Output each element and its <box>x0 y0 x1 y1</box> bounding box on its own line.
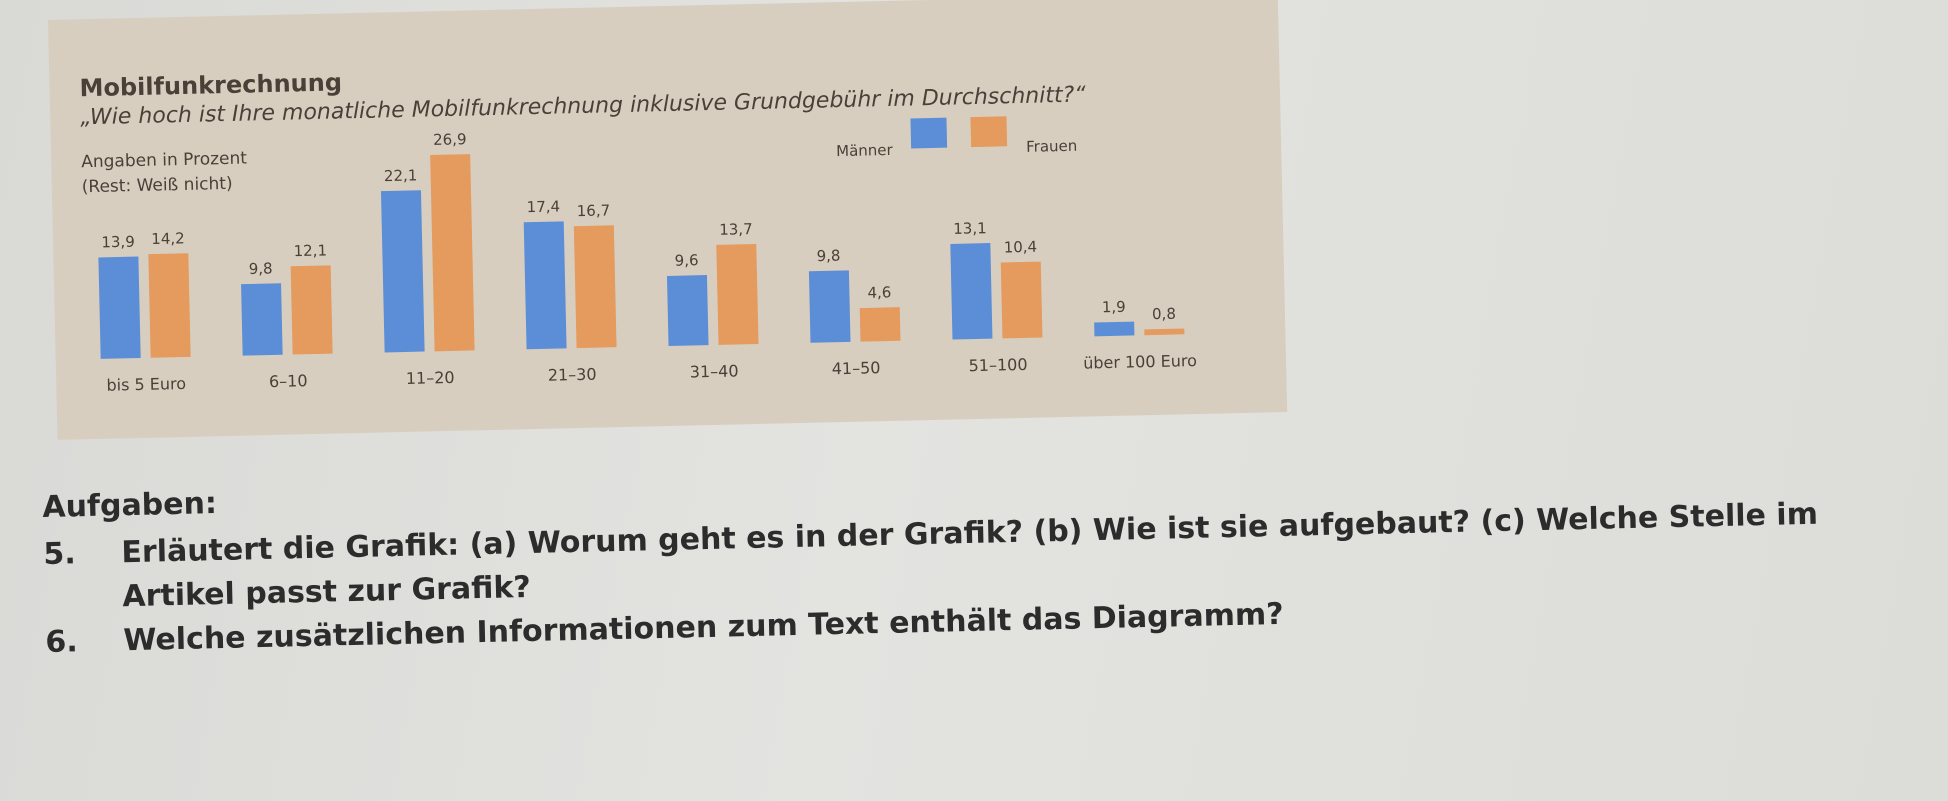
bar-frauen-21-30 <box>573 225 617 349</box>
category-label-6-10: 6–10 <box>269 371 308 391</box>
value-label-maenner-6-10: 9,8 <box>249 259 273 278</box>
tasks-section: Aufgaben: 5. Erläutert die Grafik: (a) W… <box>42 449 1873 665</box>
value-label-maenner-21-30: 17,4 <box>526 197 560 216</box>
bar-maenner-6-10 <box>241 283 283 356</box>
value-label-maenner-bis-5: 13,9 <box>101 233 135 252</box>
category-label-11-20: 11–20 <box>406 368 455 388</box>
value-label-maenner-11-20: 22,1 <box>384 166 418 185</box>
bar-frauen-ueber-100 <box>1144 328 1185 336</box>
bar-maenner-21-30 <box>523 221 567 350</box>
value-label-frauen-41-50: 4,6 <box>867 283 891 302</box>
bar-maenner-41-50 <box>808 270 851 343</box>
bar-maenner-11-20 <box>380 190 425 353</box>
value-label-maenner-ueber-100: 1,9 <box>1102 298 1126 317</box>
category-label-ueber-100: über 100 Euro <box>1083 351 1197 373</box>
bar-maenner-bis-5 <box>98 256 141 359</box>
category-label-41-50: 41–50 <box>832 358 881 378</box>
value-label-frauen-6-10: 12,1 <box>293 241 327 260</box>
bar-frauen-6-10 <box>290 265 333 355</box>
value-label-frauen-11-20: 26,9 <box>433 130 467 149</box>
task-number: 5. <box>43 536 77 572</box>
value-label-maenner-31-40: 9,6 <box>674 251 698 270</box>
bar-frauen-41-50 <box>859 307 901 342</box>
chart-panel: Mobilfunkrechnung „Wie hoch ist Ihre mon… <box>48 0 1288 440</box>
bar-frauen-bis-5 <box>148 253 191 358</box>
bar-maenner-ueber-100 <box>1094 321 1135 337</box>
bar-frauen-51-100 <box>1000 261 1043 339</box>
value-label-frauen-bis-5: 14,2 <box>151 229 185 248</box>
bar-frauen-11-20 <box>430 154 475 352</box>
value-label-frauen-21-30: 16,7 <box>577 201 611 220</box>
bar-chart: 13,9 14,2 bis 5 Euro 9,8 12,1 6–10 22,1 26,9 11–… <box>98 130 1197 395</box>
value-label-frauen-51-100: 10,4 <box>1003 238 1037 257</box>
task-number: 6. <box>45 624 79 660</box>
value-label-maenner-51-100: 13,1 <box>953 219 987 238</box>
bar-maenner-51-100 <box>950 243 993 340</box>
category-label-21-30: 21–30 <box>548 365 597 385</box>
value-label-maenner-41-50: 9,8 <box>816 247 840 266</box>
bar-frauen-31-40 <box>716 243 759 345</box>
value-label-frauen-31-40: 13,7 <box>719 220 753 239</box>
bar-maenner-31-40 <box>666 275 709 347</box>
category-label-31-40: 31–40 <box>690 361 739 381</box>
category-label-bis-5: bis 5 Euro <box>106 374 186 395</box>
value-label-frauen-ueber-100: 0,8 <box>1152 305 1176 324</box>
category-label-51-100: 51–100 <box>968 355 1027 375</box>
